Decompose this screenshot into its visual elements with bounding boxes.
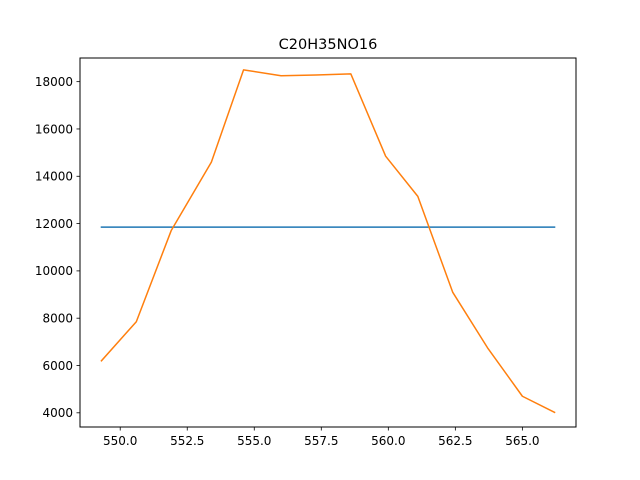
y-tick-label: 14000: [35, 170, 73, 184]
y-tick-label: 12000: [35, 217, 73, 231]
y-tick-label: 16000: [35, 122, 73, 136]
x-axis: 550.0 552.5 555.0 557.5 560.0 562.5 565.0: [103, 427, 540, 448]
y-axis: 4000 6000 8000 10000 12000 14000 16000 18000: [35, 75, 80, 420]
x-tick-label: 560.0: [371, 434, 405, 448]
y-tick-label: 6000: [42, 359, 73, 373]
y-tick-label: 10000: [35, 264, 73, 278]
y-tick-label: 18000: [35, 75, 73, 89]
y-tick-label: 8000: [42, 311, 73, 325]
x-tick-label: 550.0: [103, 434, 137, 448]
x-tick-label: 552.5: [170, 434, 204, 448]
x-tick-label: 555.0: [237, 434, 271, 448]
x-tick-label: 565.0: [505, 434, 539, 448]
plot-frame: [79, 57, 577, 428]
chart-title: C20H35NO16: [279, 37, 378, 53]
series-line-2: [100, 69, 556, 414]
x-tick-label: 562.5: [438, 434, 472, 448]
series-layer: [100, 69, 556, 414]
y-tick-label: 4000: [42, 406, 73, 420]
x-tick-label: 557.5: [304, 434, 338, 448]
